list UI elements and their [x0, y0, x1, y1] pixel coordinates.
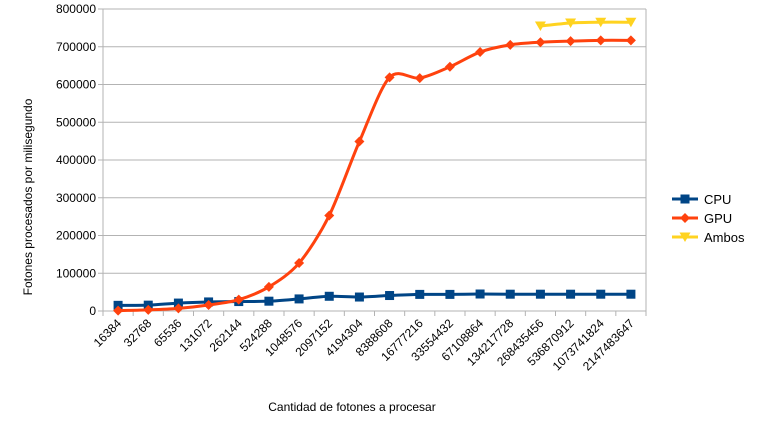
series-layer	[113, 17, 637, 316]
y-tick-label: 400000	[56, 153, 96, 167]
series-line	[118, 292, 631, 307]
data-point	[595, 17, 607, 28]
data-point	[294, 294, 304, 304]
data-point	[384, 72, 395, 83]
data-point	[625, 17, 637, 28]
series-ambos	[534, 17, 637, 31]
axes	[98, 8, 647, 316]
y-tick-label: 600000	[56, 78, 96, 92]
data-point	[233, 294, 244, 305]
y-tick-label: 0	[89, 304, 96, 318]
y-axis-title: Fotones procesados por milisegundo	[21, 98, 35, 295]
data-point	[414, 73, 425, 84]
data-point	[445, 289, 455, 299]
data-point	[173, 303, 184, 314]
legend-label: GPU	[704, 211, 732, 226]
data-point	[505, 39, 516, 50]
data-point	[535, 289, 545, 299]
data-point	[264, 296, 274, 306]
data-point	[385, 291, 395, 301]
data-point	[444, 61, 455, 72]
y-tick-label: 100000	[56, 266, 96, 280]
data-point	[354, 292, 364, 302]
x-tick-labels: 1638432768655361310722621445242881048576…	[91, 316, 638, 373]
legend: CPU GPU Ambos	[672, 192, 745, 245]
data-point	[324, 291, 334, 301]
x-tick-label: 16384	[91, 316, 125, 350]
legend-label: Ambos	[704, 230, 745, 245]
data-point	[173, 298, 183, 308]
data-point	[263, 281, 274, 292]
data-point	[565, 36, 576, 47]
legend-marker	[680, 194, 690, 204]
data-point	[475, 47, 486, 58]
data-point	[203, 299, 214, 310]
data-point	[505, 289, 515, 299]
data-point	[113, 305, 124, 316]
legend-entry-ambos: Ambos	[672, 230, 745, 245]
y-tick-label: 200000	[56, 229, 96, 243]
data-point	[626, 289, 636, 299]
data-point	[596, 289, 606, 299]
data-point	[566, 289, 576, 299]
y-tick-label: 800000	[56, 2, 96, 16]
x-tick-label: 32768	[121, 316, 155, 350]
data-point	[294, 258, 305, 269]
data-point	[565, 18, 577, 28]
legend-entry-gpu: GPU	[672, 211, 732, 226]
data-point	[143, 304, 154, 315]
series-line	[118, 38, 631, 313]
y-tick-label: 500000	[56, 115, 96, 129]
legend-label: CPU	[704, 192, 731, 207]
series-gpu	[113, 35, 636, 316]
y-tick-label: 700000	[56, 40, 96, 54]
data-point	[535, 37, 546, 48]
data-point	[475, 289, 485, 299]
data-point	[324, 210, 335, 221]
x-tick-label: 262144	[207, 316, 245, 354]
data-point	[625, 35, 636, 46]
data-point	[534, 21, 546, 31]
data-point	[113, 300, 123, 310]
legend-entry-cpu: CPU	[672, 192, 731, 207]
y-tick-labels: 0 100000 200000 300000 400000 500000 600000 700…	[56, 2, 96, 318]
data-point	[415, 289, 425, 299]
data-point	[354, 136, 365, 147]
series-line	[540, 20, 631, 28]
data-point	[595, 35, 606, 46]
legend-marker	[679, 232, 691, 242]
x-axis-title: Cantidad de fotones a procesar	[268, 400, 435, 414]
y-tick-label: 300000	[56, 191, 96, 205]
x-tick-label: 131072	[176, 316, 214, 354]
grid-lines	[103, 8, 646, 312]
legend-marker	[680, 213, 690, 223]
